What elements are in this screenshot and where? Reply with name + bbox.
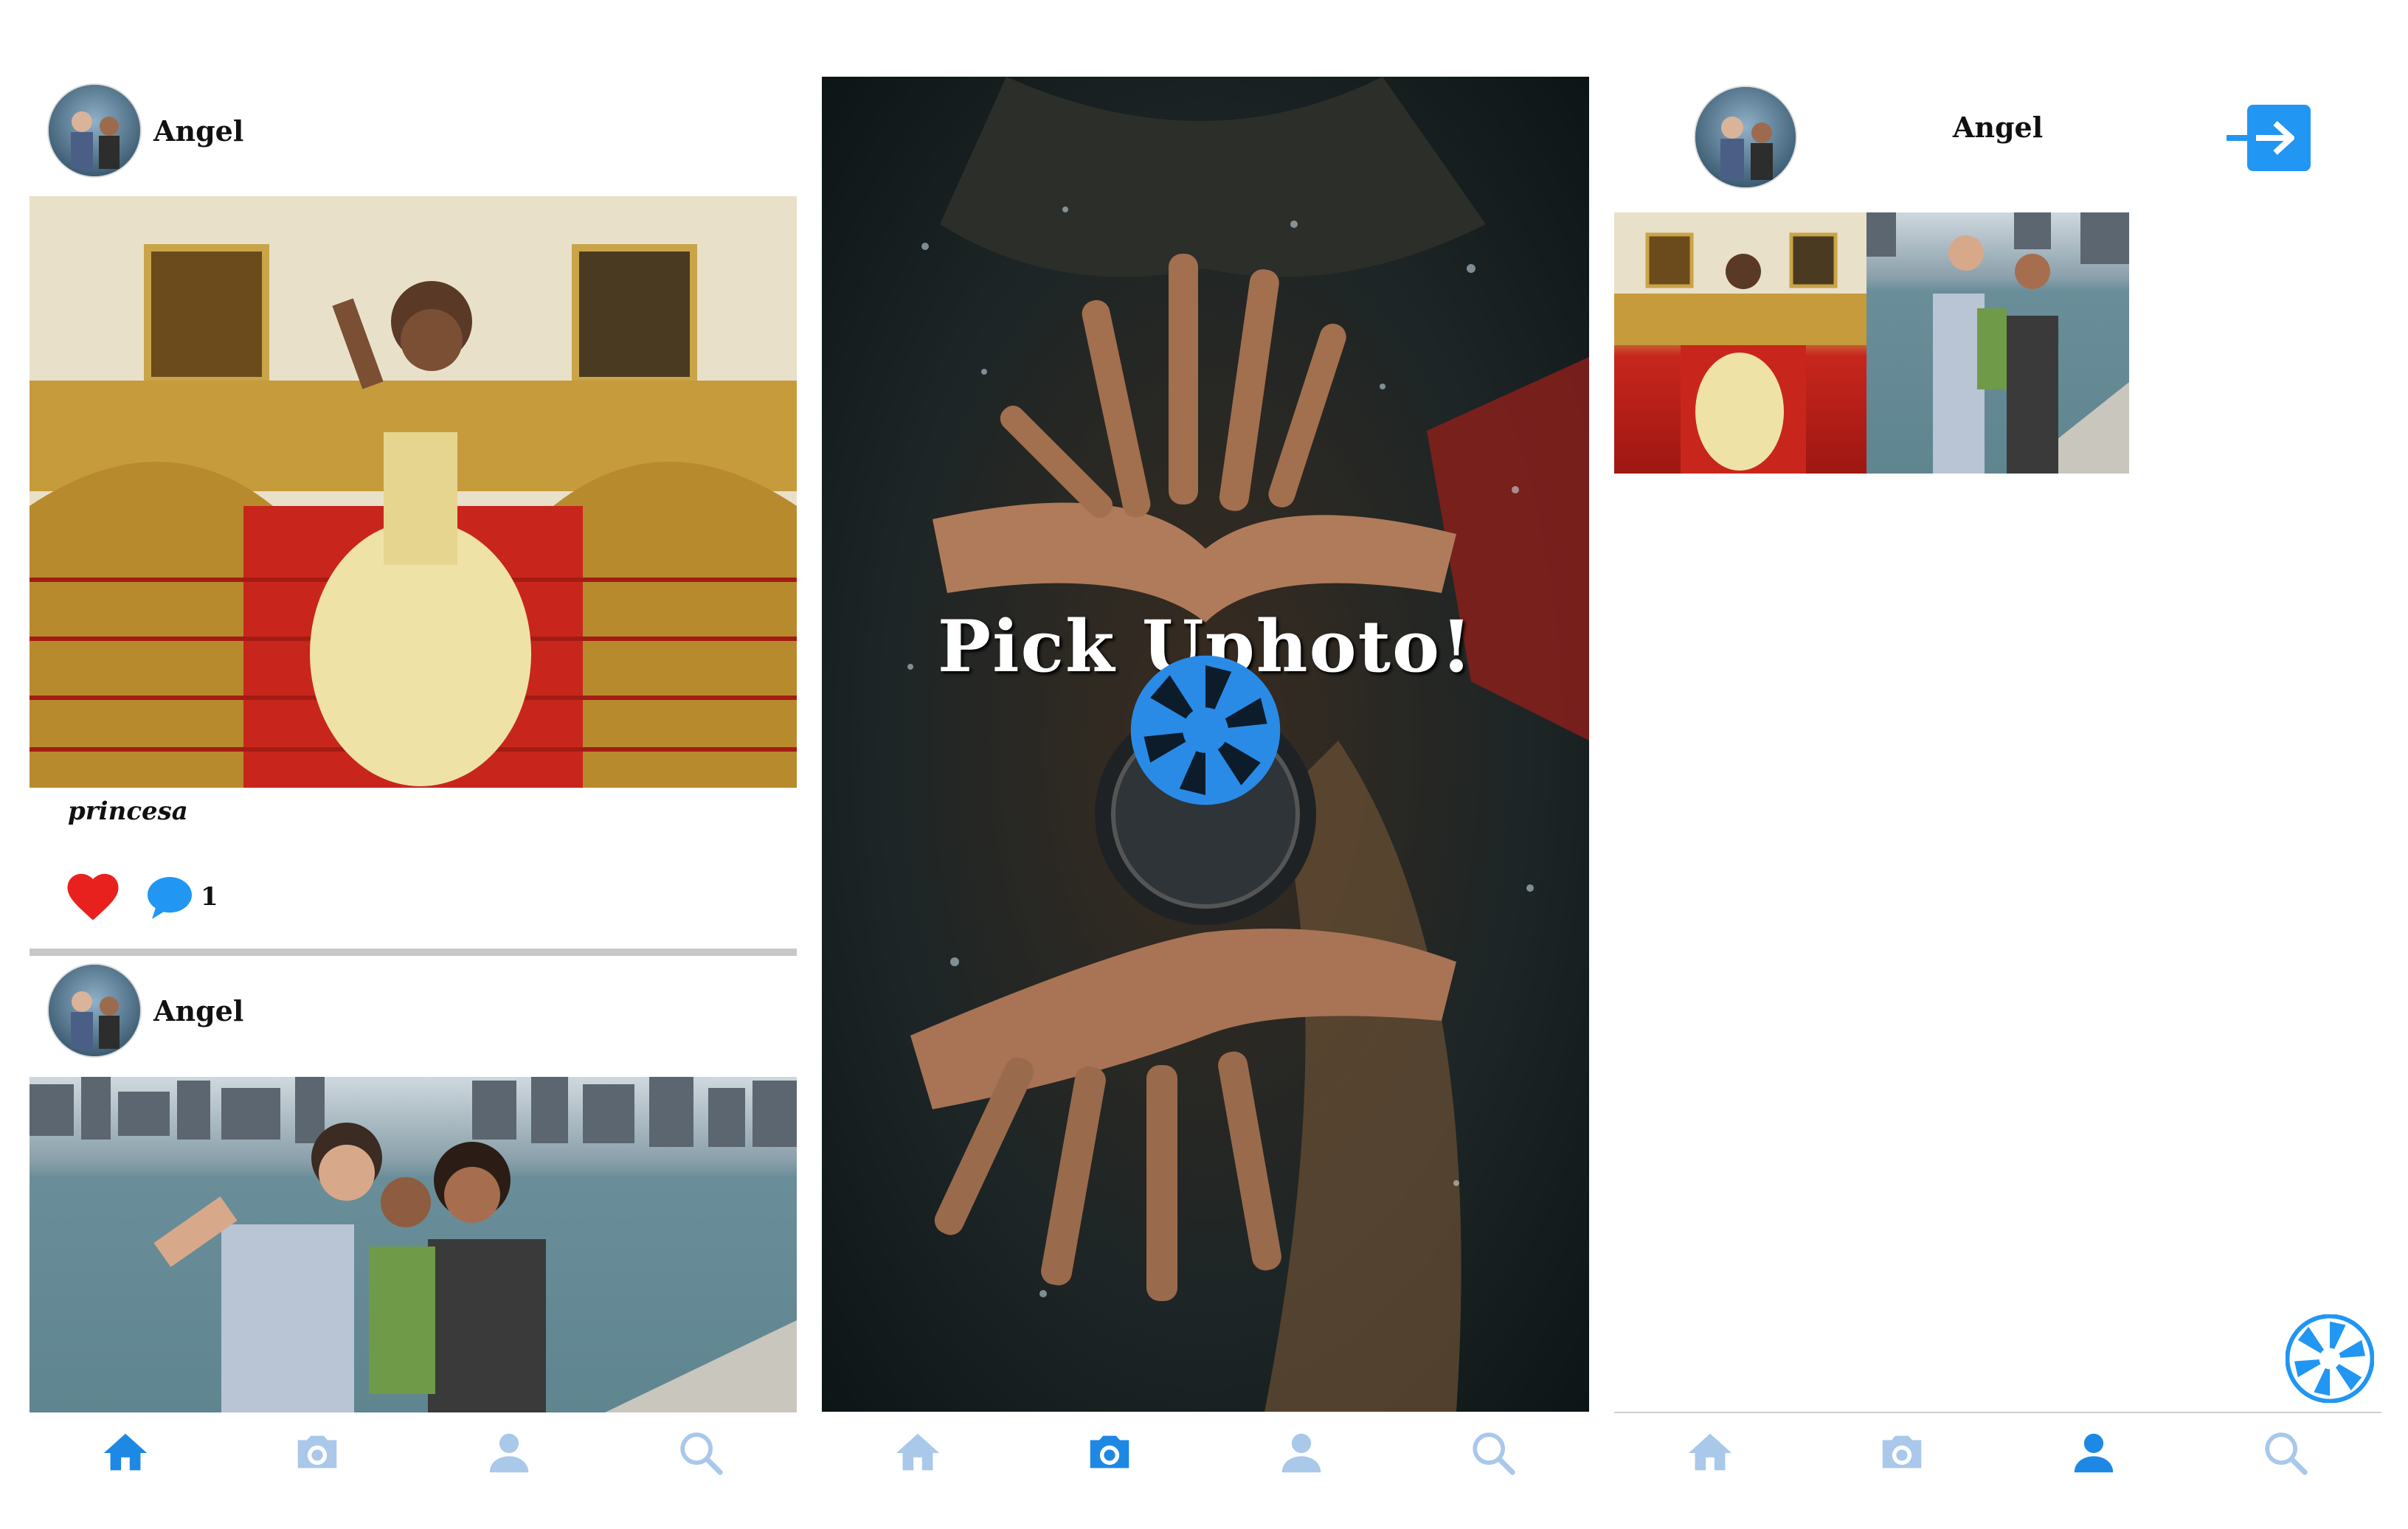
tab-search[interactable] <box>668 1420 734 1486</box>
tab-home[interactable] <box>885 1420 951 1486</box>
search-icon <box>1473 1432 1515 1475</box>
comment-bubble-icon[interactable] <box>143 870 196 923</box>
profile-icon <box>489 1433 529 1473</box>
avatar[interactable] <box>47 963 142 1058</box>
search-icon <box>680 1432 723 1475</box>
post-photo[interactable] <box>30 1077 797 1412</box>
tab-bar <box>822 1409 1589 1497</box>
home-icon <box>1688 1433 1732 1471</box>
profile-thumbnail[interactable] <box>1866 212 2129 474</box>
home-icon <box>103 1433 148 1471</box>
post-header: Angel <box>30 963 243 1058</box>
profile-username: Angel <box>1952 111 2044 144</box>
splash-background <box>822 77 1589 1412</box>
like-heart-icon[interactable] <box>66 873 120 921</box>
post-actions: 1 <box>66 870 218 923</box>
aperture-icon <box>1130 655 1281 805</box>
camera-fab-button[interactable] <box>2285 1314 2375 1404</box>
camera-icon <box>297 1435 337 1469</box>
tab-camera[interactable] <box>1076 1420 1143 1486</box>
profile-thumbnail[interactable] <box>1614 212 1866 474</box>
profile-icon <box>1281 1433 1321 1473</box>
post-username[interactable]: Angel <box>153 994 244 1027</box>
logout-icon <box>2227 105 2311 171</box>
aperture-logo[interactable] <box>1124 649 1287 811</box>
post-divider <box>30 949 797 956</box>
tab-search[interactable] <box>1460 1420 1526 1486</box>
tab-profile[interactable] <box>1268 1420 1335 1486</box>
tab-home[interactable] <box>1677 1420 1743 1486</box>
profile-screen: Angel <box>1614 0 2381 1529</box>
camera-screen: Pick Uphoto! <box>822 0 1589 1529</box>
tab-camera[interactable] <box>284 1420 350 1486</box>
tab-bar <box>30 1409 797 1497</box>
tab-home[interactable] <box>92 1420 159 1486</box>
camera-icon <box>1882 1435 1922 1469</box>
post-username[interactable]: Angel <box>153 114 244 148</box>
feed-screen: Angel princesa <box>30 0 797 1529</box>
avatar[interactable] <box>47 83 142 178</box>
tab-bar <box>1614 1409 2381 1497</box>
profile-avatar[interactable] <box>1694 86 1797 189</box>
post-photo[interactable] <box>30 196 797 788</box>
aperture-icon <box>2285 1314 2375 1404</box>
profile-icon <box>2074 1433 2114 1473</box>
camera-icon <box>1090 1435 1129 1469</box>
logout-button[interactable] <box>2227 103 2311 173</box>
home-icon <box>896 1433 940 1471</box>
tab-search[interactable] <box>2252 1420 2319 1486</box>
comment-count: 1 <box>201 882 218 912</box>
tab-camera[interactable] <box>1869 1420 1935 1486</box>
tab-profile[interactable] <box>2061 1420 2127 1486</box>
search-icon <box>2265 1432 2308 1475</box>
tab-profile[interactable] <box>476 1420 542 1486</box>
post-caption: princesa <box>68 797 188 826</box>
tab-bar-divider <box>1614 1412 2381 1413</box>
post-header: Angel <box>30 83 243 178</box>
